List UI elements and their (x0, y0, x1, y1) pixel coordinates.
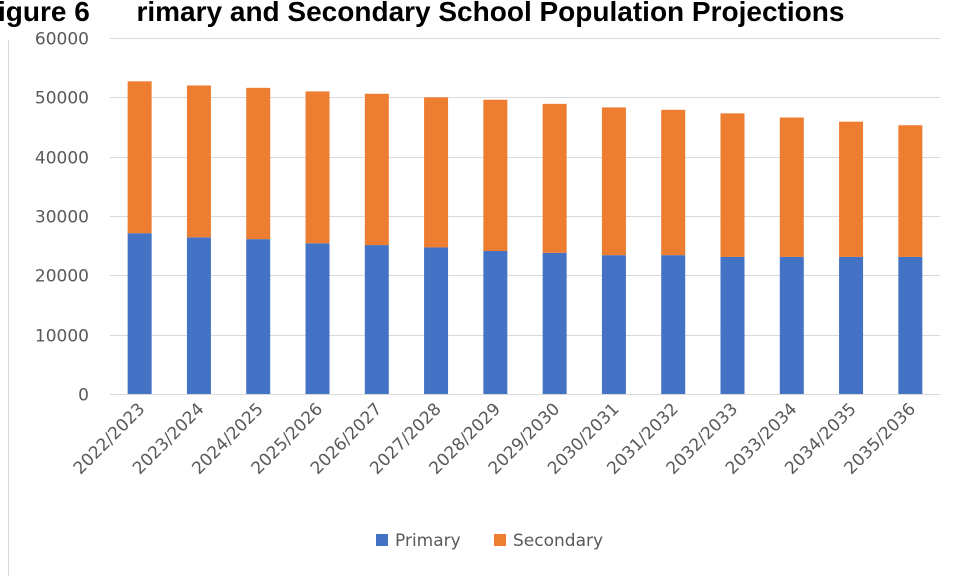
bar-secondary-2024/2025 (246, 87, 271, 240)
y-tick-label: 30000 (35, 208, 89, 228)
gridlines (110, 38, 940, 336)
bar-primary-2028/2029 (483, 251, 508, 394)
chart-title: igure 6 rimary and Secondary School Popu… (0, 0, 844, 27)
bar-secondary-2026/2027 (364, 93, 389, 246)
bar-secondary-2025/2026 (305, 91, 330, 244)
bar-secondary-2027/2028 (424, 97, 449, 248)
y-tick-label: 0 (78, 386, 89, 406)
y-tick-label: 10000 (35, 327, 89, 347)
bar-primary-2033/2034 (779, 256, 804, 394)
bar-primary-2025/2026 (305, 243, 330, 394)
bar-primary-2035/2036 (898, 256, 923, 394)
bar-secondary-2035/2036 (898, 125, 923, 257)
bar-secondary-2029/2030 (542, 103, 567, 253)
bar-secondary-2033/2034 (779, 117, 804, 257)
legend-swatch-primary (376, 534, 388, 546)
bar-primary-2030/2031 (601, 255, 626, 394)
bar-primary-2023/2024 (186, 237, 211, 394)
legend-swatch-secondary (494, 534, 506, 546)
y-tick-label: 20000 (35, 267, 89, 287)
x-axis-tick-labels: 2022/20232023/20242024/20252025/20262026… (70, 399, 920, 478)
bar-secondary-2034/2035 (839, 121, 864, 257)
bar-secondary-2030/2031 (601, 107, 626, 256)
bar-primary-2022/2023 (127, 233, 152, 394)
y-tick-label: 40000 (35, 149, 89, 169)
legend-label-primary: Primary (395, 531, 461, 551)
bar-primary-2027/2028 (424, 247, 449, 394)
bars (127, 81, 923, 394)
y-tick-label: 50000 (35, 89, 89, 109)
bar-primary-2034/2035 (839, 256, 864, 394)
bar-primary-2031/2032 (661, 255, 686, 394)
legend: Primary Secondary (376, 531, 603, 551)
y-axis-tick-labels: 0 10000 20000 30000 40000 50000 60000 (35, 30, 89, 406)
bar-secondary-2028/2029 (483, 99, 508, 252)
y-tick-label: 60000 (35, 30, 89, 50)
bar-secondary-2022/2023 (127, 81, 152, 234)
bar-primary-2024/2025 (246, 239, 271, 394)
bar-primary-2032/2033 (720, 256, 745, 394)
bar-primary-2026/2027 (364, 245, 389, 394)
bar-secondary-2032/2033 (720, 113, 745, 257)
bar-primary-2029/2030 (542, 252, 567, 394)
bar-secondary-2023/2024 (186, 85, 211, 238)
bar-secondary-2031/2032 (661, 109, 686, 256)
legend-label-secondary: Secondary (513, 531, 603, 551)
